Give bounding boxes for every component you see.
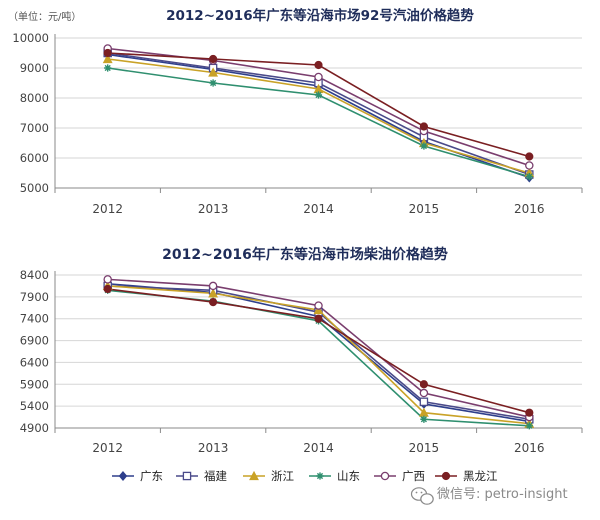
- data-point: [208, 67, 219, 77]
- y-tick-label: 5000: [20, 181, 49, 195]
- y-tick-label: 6400: [20, 355, 49, 369]
- chart-title: 2012~2016年广东等沿海市场92号汽油价格趋势: [166, 7, 474, 24]
- data-point: [104, 64, 112, 72]
- y-tick-label: 7400: [20, 312, 49, 326]
- y-tick-label: 6900: [20, 334, 49, 348]
- legend-label: 广西: [402, 469, 425, 483]
- legend-label: 黑龙江: [463, 469, 498, 483]
- legend-marker: [441, 471, 451, 481]
- diesel-chart: 2012~2016年广东等沿海市场柴油价格趋势 4900 5400 5900 6400 6…: [20, 246, 583, 455]
- data-point: [103, 48, 112, 58]
- y-tick-label: 6000: [20, 151, 49, 165]
- legend-marker: [118, 471, 128, 481]
- legend-label: 福建: [204, 469, 227, 483]
- data-point: [525, 422, 533, 430]
- data-point: [208, 288, 219, 298]
- data-point: [314, 301, 323, 310]
- legend: 广东 福建 浙江 山东 广西 黑龙江: [112, 469, 498, 483]
- wechat-icon: [410, 487, 434, 505]
- data-point: [420, 142, 428, 150]
- x-tick-label: 2015: [409, 441, 440, 455]
- legend-marker: [249, 470, 259, 481]
- legend-item: 山东: [309, 469, 360, 483]
- legend-label: 浙江: [271, 469, 294, 483]
- data-point: [314, 72, 323, 82]
- y-tick-label: 8400: [20, 268, 49, 282]
- y-tick-label: 7900: [20, 290, 49, 304]
- x-tick-label: 2015: [409, 202, 440, 216]
- x-tick-label: 2016: [514, 202, 545, 216]
- y-tick-label: 5900: [20, 377, 49, 391]
- data-point: [525, 161, 534, 170]
- y-tick-label: 4900: [20, 421, 49, 435]
- data-point: [102, 53, 113, 64]
- data-point: [525, 173, 533, 181]
- data-point: [525, 152, 534, 161]
- y-tick-label: 7000: [20, 121, 49, 135]
- legend-item: 黑龙江: [435, 469, 498, 483]
- legend-marker: [380, 471, 390, 481]
- data-point: [103, 284, 112, 294]
- x-tick-label: 2014: [303, 441, 334, 455]
- legend-item: 浙江: [243, 469, 294, 483]
- legend-item: 广东: [112, 469, 163, 483]
- x-tick-label: 2012: [92, 202, 123, 216]
- y-tick-label: 9000: [20, 61, 49, 75]
- data-point: [420, 415, 428, 423]
- x-tick-label: 2014: [303, 202, 334, 216]
- data-point: [419, 388, 429, 398]
- legend-label: 山东: [337, 469, 360, 483]
- gasoline-chart: 2012~2016年广东等沿海市场92号汽油价格趋势 （单位：元/吨） 5000 60…: [8, 7, 583, 216]
- y-tick-label: 8000: [20, 91, 49, 105]
- x-tick-label: 2012: [92, 441, 123, 455]
- data-point: [419, 380, 428, 389]
- chart-title: 2012~2016年广东等沿海市场柴油价格趋势: [162, 246, 448, 263]
- data-point: [103, 275, 112, 284]
- legend-marker: [316, 472, 324, 480]
- data-point: [209, 79, 217, 87]
- x-tick-label: 2013: [198, 441, 229, 455]
- legend-label: 广东: [140, 469, 163, 483]
- data-point: [314, 60, 323, 70]
- unit-label: （单位：元/吨）: [8, 10, 81, 23]
- data-point: [419, 397, 429, 407]
- data-point: [209, 298, 218, 307]
- data-point: [314, 314, 323, 323]
- watermark: 微信号: petro-insight: [410, 487, 568, 505]
- x-tick-label: 2013: [198, 202, 229, 216]
- watermark-text: 微信号: petro-insight: [437, 487, 568, 502]
- data-point: [419, 122, 428, 131]
- data-point: [314, 91, 323, 99]
- y-tick-label: 5400: [20, 399, 49, 413]
- legend-marker: [182, 471, 192, 481]
- y-tick-label: 10000: [12, 31, 49, 45]
- data-point: [525, 408, 534, 417]
- legend-item: 福建: [176, 469, 227, 483]
- x-tick-label: 2016: [514, 441, 545, 455]
- data-point: [209, 54, 218, 64]
- data-point: [208, 281, 218, 291]
- legend-item: 广西: [374, 469, 425, 483]
